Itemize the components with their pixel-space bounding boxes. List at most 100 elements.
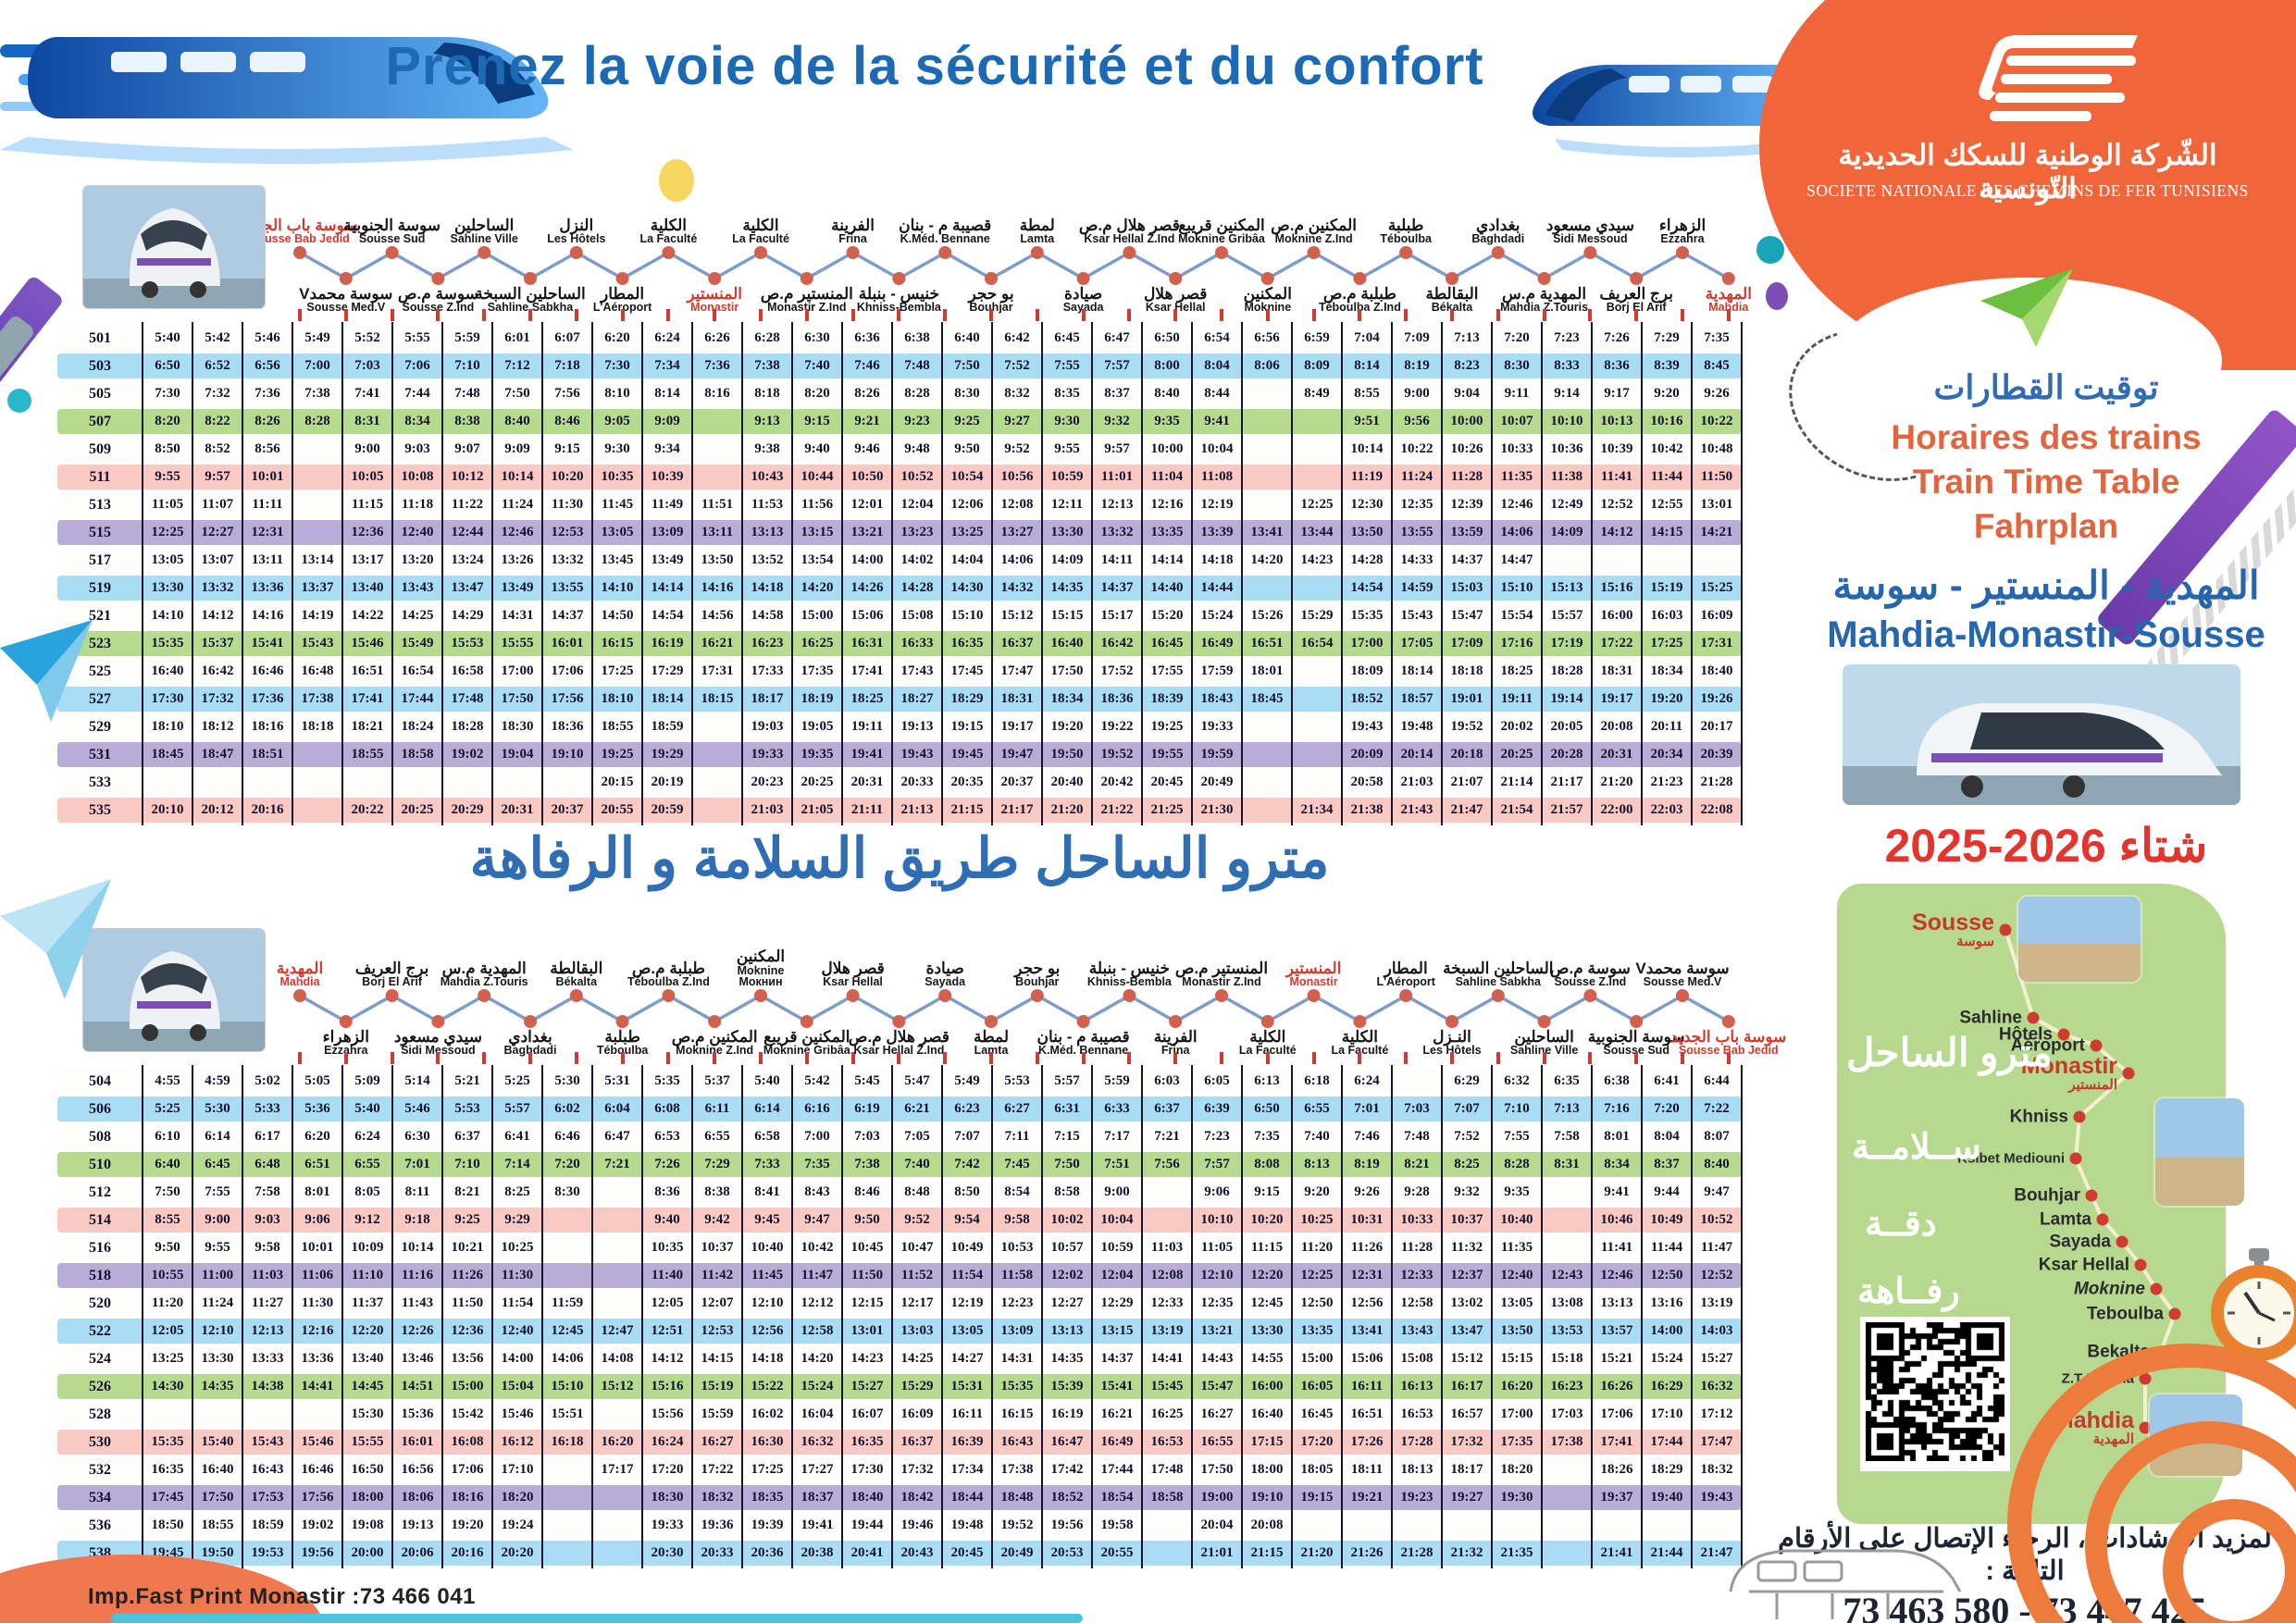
time-cell: 20:55 (1100, 1545, 1134, 1560)
station-name-arabic: قصيبة م - بنان (1036, 1028, 1130, 1046)
time-cell (1292, 742, 1342, 767)
column-divider (1141, 322, 1143, 825)
time-cell: 18:13 (1400, 1462, 1433, 1477)
time-cell (442, 770, 492, 795)
column-tick (943, 309, 948, 321)
column-tick (1496, 1052, 1500, 1064)
station-name-arabic: صيادة (1063, 285, 1103, 303)
station-name-french: Sousse Bab Jedid (250, 232, 350, 246)
time-cell: 20:55 (601, 802, 634, 817)
time-cell (1292, 687, 1342, 712)
time-cell: 10:08 (401, 469, 434, 484)
time-cell: 14:41 (301, 1379, 334, 1394)
time-cell: 15:47 (1200, 1379, 1234, 1394)
timetable-row: 531 18:45 18:47 18:51 18:55 18:58 19:02 19:04 19… (57, 742, 1742, 767)
time-cell: 12:31 (251, 525, 284, 539)
time-cell: 7:46 (854, 358, 880, 373)
train-number: 516 (89, 1240, 111, 1256)
column-tick (897, 309, 901, 321)
time-cell: 17:31 (1700, 636, 1733, 650)
time-cell: 8:49 (1304, 386, 1330, 401)
time-cell: 16:07 (850, 1406, 884, 1421)
station-name-french: Bouhjar (1015, 975, 1060, 989)
time-cell (1242, 465, 1292, 489)
time-cell: 8:20 (155, 414, 180, 428)
time-cell: 17:31 (701, 663, 734, 678)
timetable-row: 524 13:25 13:30 13:33 13:36 13:40 13:46 13:56 14… (57, 1346, 1742, 1371)
time-cell: 17:41 (351, 691, 384, 706)
time-cell: 11:50 (850, 1268, 884, 1282)
time-cell: 19:04 (501, 747, 534, 762)
column-tick (804, 309, 809, 321)
time-cell: 10:54 (950, 469, 984, 484)
time-cell: 15:00 (800, 608, 834, 623)
station-name-french: Sousse Med.V (306, 301, 386, 315)
time-cell: 8:00 (1154, 358, 1180, 373)
time-cell: 16:42 (1100, 636, 1134, 650)
qr-code (1860, 1317, 2010, 1471)
time-cell: 12:04 (1100, 1268, 1134, 1282)
train-number: 517 (89, 552, 111, 568)
train-number: 505 (89, 386, 111, 402)
time-cell: 16:09 (900, 1406, 934, 1421)
station-name-arabic: المنستير (1285, 959, 1342, 977)
time-cell: 17:15 (1250, 1434, 1284, 1449)
time-cell: 8:50 (155, 441, 180, 456)
time-cell: 10:35 (601, 469, 634, 484)
time-cell: 19:33 (1200, 719, 1234, 734)
time-cell: 12:19 (1200, 497, 1234, 512)
time-cell: 10:13 (1600, 414, 1633, 428)
time-cell (242, 1402, 292, 1427)
time-cell: 10:42 (1650, 441, 1683, 456)
column-divider (541, 1065, 543, 1568)
time-cell: 13:09 (651, 525, 684, 539)
column-tick (1311, 1052, 1316, 1064)
station-name-french: Téboulba (1380, 232, 1432, 246)
station-label: الساحلين السبخة Sahline Sabkha (475, 286, 585, 314)
column-divider (1091, 322, 1093, 825)
station-name-arabic: سوسة باب الجديد (1670, 1028, 1787, 1046)
time-cell: 13:13 (1600, 1295, 1633, 1310)
time-cell: 14:16 (701, 580, 734, 595)
time-cell (1242, 576, 1292, 601)
station-name-arabic: قصر هلال (1143, 285, 1208, 303)
time-cell: 8:06 (1254, 358, 1280, 373)
time-cell: 7:56 (554, 386, 580, 401)
column-divider (791, 1065, 793, 1568)
time-cell: 15:35 (1350, 608, 1384, 623)
time-cell: 13:47 (1450, 1323, 1483, 1338)
time-cell: 17:32 (900, 1462, 934, 1477)
time-cell: 16:40 (1250, 1406, 1284, 1421)
time-cell: 12:35 (1200, 1295, 1234, 1310)
time-cell (1642, 548, 1692, 573)
time-cell: 6:05 (1204, 1073, 1230, 1088)
station-label: الكلية La Faculté (1331, 1029, 1388, 1057)
station-label: طبلبة Téboulba (1380, 217, 1432, 245)
time-cell: 9:50 (854, 1212, 880, 1227)
time-cell: 18:35 (751, 1490, 784, 1505)
time-cell: 9:58 (254, 1240, 280, 1255)
column-tick (436, 309, 441, 321)
time-cell: 16:09 (1700, 608, 1733, 623)
time-cell: 8:28 (904, 386, 930, 401)
time-cell: 20:05 (1550, 719, 1583, 734)
time-cell: 17:52 (1100, 663, 1134, 678)
time-cell: 12:02 (1050, 1268, 1084, 1282)
time-cell: 10:48 (1700, 441, 1733, 456)
column-divider (641, 1065, 643, 1568)
time-cell: 19:30 (1500, 1490, 1533, 1505)
time-cell: 8:33 (1554, 358, 1580, 373)
time-cell: 12:46 (1500, 497, 1533, 512)
time-cell: 11:16 (401, 1268, 434, 1282)
time-cell (1692, 1513, 1742, 1538)
column-divider (1191, 322, 1193, 825)
time-cell: 7:21 (604, 1157, 630, 1171)
time-cell: 11:10 (351, 1268, 384, 1282)
time-cell: 5:59 (1104, 1073, 1130, 1088)
station-name-arabic: سوسة الجنوبية (1587, 1028, 1685, 1046)
time-cell: 7:38 (754, 358, 780, 373)
station-name-arabic: المكنين (736, 948, 786, 966)
time-cell: 15:57 (1550, 608, 1583, 623)
time-cell: 12:40 (501, 1323, 534, 1338)
time-cell: 6:38 (904, 330, 930, 345)
